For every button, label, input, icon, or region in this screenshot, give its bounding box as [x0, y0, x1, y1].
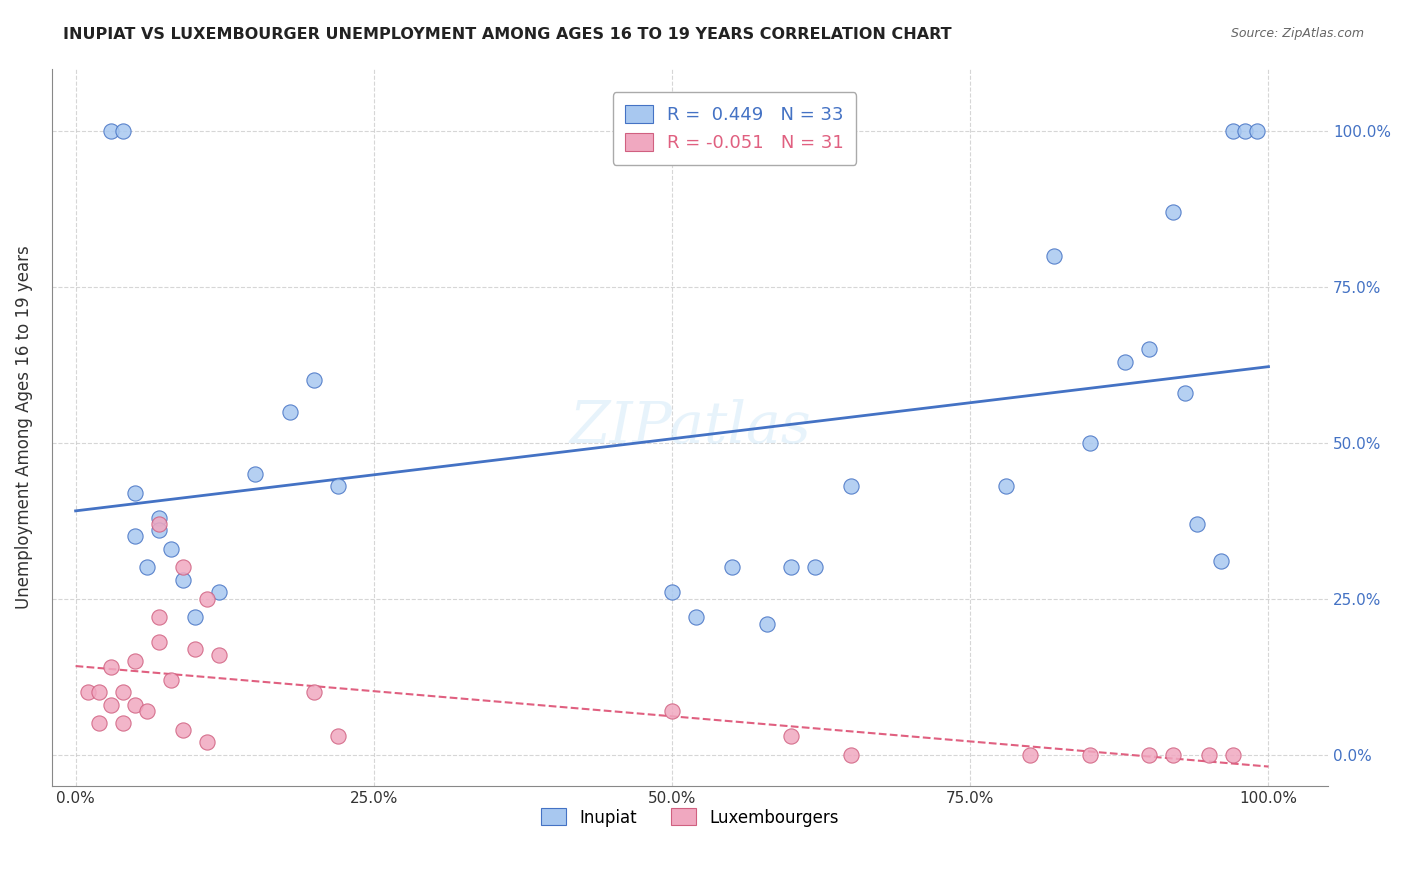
Luxembourgers — [1222, 747, 1244, 762]
Inupiat — [661, 585, 683, 599]
Inupiat — [1137, 342, 1160, 356]
Legend: Inupiat, Luxembourgers: Inupiat, Luxembourgers — [533, 800, 846, 835]
Inupiat — [1078, 435, 1101, 450]
Inupiat — [1042, 249, 1064, 263]
Luxembourgers — [124, 654, 146, 668]
Luxembourgers — [112, 685, 135, 699]
Inupiat — [302, 373, 325, 387]
Inupiat — [112, 124, 135, 138]
Inupiat — [685, 610, 707, 624]
Luxembourgers — [208, 648, 231, 662]
Luxembourgers — [1078, 747, 1101, 762]
Luxembourgers — [124, 698, 146, 712]
Luxembourgers — [148, 635, 170, 649]
Inupiat — [148, 510, 170, 524]
Inupiat — [1233, 124, 1256, 138]
Inupiat — [1114, 354, 1136, 368]
Luxembourgers — [780, 729, 803, 743]
Inupiat — [804, 560, 827, 574]
Luxembourgers — [184, 641, 207, 656]
Inupiat — [839, 479, 862, 493]
Inupiat — [172, 573, 194, 587]
Inupiat — [100, 124, 122, 138]
Luxembourgers — [160, 673, 183, 687]
Luxembourgers — [839, 747, 862, 762]
Luxembourgers — [172, 723, 194, 737]
Luxembourgers — [89, 685, 111, 699]
Luxembourgers — [195, 591, 218, 606]
Text: Source: ZipAtlas.com: Source: ZipAtlas.com — [1230, 27, 1364, 40]
Inupiat — [720, 560, 742, 574]
Luxembourgers — [1137, 747, 1160, 762]
Inupiat — [136, 560, 159, 574]
Inupiat — [780, 560, 803, 574]
Luxembourgers — [661, 704, 683, 718]
Luxembourgers — [112, 716, 135, 731]
Inupiat — [1161, 205, 1184, 219]
Luxembourgers — [148, 610, 170, 624]
Luxembourgers — [1019, 747, 1042, 762]
Luxembourgers — [326, 729, 349, 743]
Luxembourgers — [172, 560, 194, 574]
Inupiat — [1246, 124, 1268, 138]
Inupiat — [278, 404, 301, 418]
Inupiat — [124, 529, 146, 543]
Inupiat — [756, 616, 779, 631]
Inupiat — [1222, 124, 1244, 138]
Inupiat — [160, 541, 183, 556]
Inupiat — [326, 479, 349, 493]
Inupiat — [184, 610, 207, 624]
Inupiat — [243, 467, 266, 481]
Luxembourgers — [302, 685, 325, 699]
Inupiat — [1174, 385, 1197, 400]
Luxembourgers — [1161, 747, 1184, 762]
Luxembourgers — [100, 660, 122, 674]
Luxembourgers — [89, 716, 111, 731]
Inupiat — [124, 485, 146, 500]
Inupiat — [208, 585, 231, 599]
Luxembourgers — [136, 704, 159, 718]
Luxembourgers — [148, 516, 170, 531]
Luxembourgers — [195, 735, 218, 749]
Inupiat — [995, 479, 1018, 493]
Text: INUPIAT VS LUXEMBOURGER UNEMPLOYMENT AMONG AGES 16 TO 19 YEARS CORRELATION CHART: INUPIAT VS LUXEMBOURGER UNEMPLOYMENT AMO… — [63, 27, 952, 42]
Luxembourgers — [76, 685, 98, 699]
Y-axis label: Unemployment Among Ages 16 to 19 years: Unemployment Among Ages 16 to 19 years — [15, 245, 32, 609]
Luxembourgers — [100, 698, 122, 712]
Inupiat — [148, 523, 170, 537]
Luxembourgers — [1198, 747, 1220, 762]
Text: ZIPatlas: ZIPatlas — [569, 399, 811, 456]
Inupiat — [1185, 516, 1208, 531]
Inupiat — [1209, 554, 1232, 568]
